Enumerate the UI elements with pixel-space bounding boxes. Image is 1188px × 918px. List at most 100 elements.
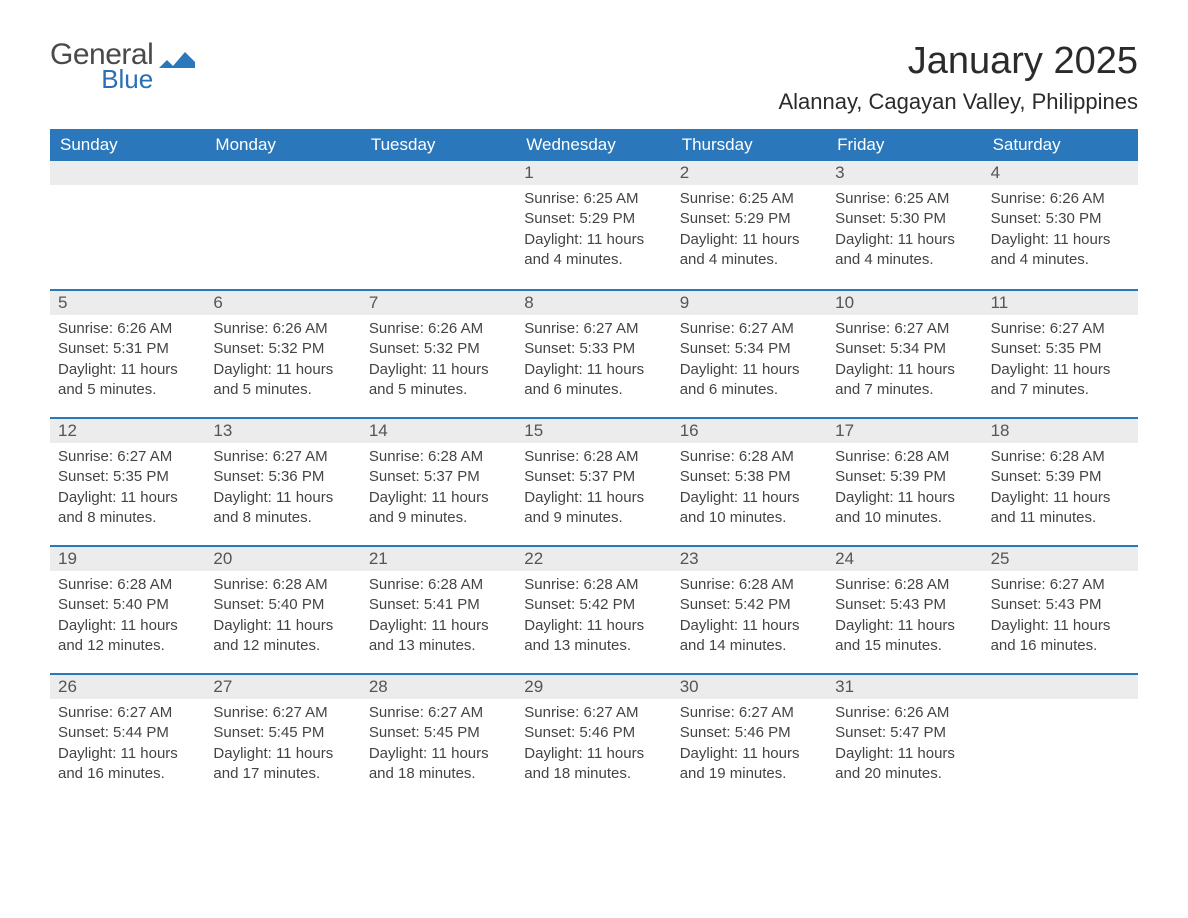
daylight-text: Daylight: 11 hours and 16 minutes. bbox=[991, 616, 1130, 657]
day-body: Sunrise: 6:26 AMSunset: 5:31 PMDaylight:… bbox=[50, 315, 205, 414]
day-cell-10: 10Sunrise: 6:27 AMSunset: 5:34 PMDayligh… bbox=[827, 291, 982, 417]
daylight-text: Daylight: 11 hours and 9 minutes. bbox=[369, 488, 508, 529]
day-number: 15 bbox=[516, 419, 671, 443]
sunrise-text: Sunrise: 6:28 AM bbox=[680, 447, 819, 467]
sunrise-text: Sunrise: 6:27 AM bbox=[835, 319, 974, 339]
sunset-text: Sunset: 5:30 PM bbox=[991, 209, 1130, 229]
daylight-text: Daylight: 11 hours and 5 minutes. bbox=[213, 360, 352, 401]
dow-monday: Monday bbox=[205, 129, 360, 161]
day-number: 6 bbox=[205, 291, 360, 315]
daylight-text: Daylight: 11 hours and 8 minutes. bbox=[213, 488, 352, 529]
day-number: 16 bbox=[672, 419, 827, 443]
day-cell-8: 8Sunrise: 6:27 AMSunset: 5:33 PMDaylight… bbox=[516, 291, 671, 417]
day-number: 20 bbox=[205, 547, 360, 571]
day-cell-empty bbox=[50, 161, 205, 289]
dow-thursday: Thursday bbox=[672, 129, 827, 161]
day-number: 24 bbox=[827, 547, 982, 571]
sunrise-text: Sunrise: 6:27 AM bbox=[58, 703, 197, 723]
day-number: 30 bbox=[672, 675, 827, 699]
week-row: 12Sunrise: 6:27 AMSunset: 5:35 PMDayligh… bbox=[50, 417, 1138, 545]
day-body: Sunrise: 6:27 AMSunset: 5:36 PMDaylight:… bbox=[205, 443, 360, 542]
title-block: January 2025 Alannay, Cagayan Valley, Ph… bbox=[778, 40, 1138, 115]
sunset-text: Sunset: 5:29 PM bbox=[524, 209, 663, 229]
day-body: Sunrise: 6:25 AMSunset: 5:29 PMDaylight:… bbox=[672, 185, 827, 284]
day-number: 11 bbox=[983, 291, 1138, 315]
sunset-text: Sunset: 5:36 PM bbox=[213, 467, 352, 487]
day-cell-15: 15Sunrise: 6:28 AMSunset: 5:37 PMDayligh… bbox=[516, 419, 671, 545]
daylight-text: Daylight: 11 hours and 19 minutes. bbox=[680, 744, 819, 785]
day-body: Sunrise: 6:25 AMSunset: 5:29 PMDaylight:… bbox=[516, 185, 671, 284]
daylight-text: Daylight: 11 hours and 5 minutes. bbox=[369, 360, 508, 401]
day-cell-29: 29Sunrise: 6:27 AMSunset: 5:46 PMDayligh… bbox=[516, 675, 671, 801]
brand-word-2: Blue bbox=[50, 66, 153, 92]
sunset-text: Sunset: 5:41 PM bbox=[369, 595, 508, 615]
sunrise-text: Sunrise: 6:26 AM bbox=[835, 703, 974, 723]
sunset-text: Sunset: 5:37 PM bbox=[524, 467, 663, 487]
daylight-text: Daylight: 11 hours and 20 minutes. bbox=[835, 744, 974, 785]
day-cell-11: 11Sunrise: 6:27 AMSunset: 5:35 PMDayligh… bbox=[983, 291, 1138, 417]
sunset-text: Sunset: 5:40 PM bbox=[58, 595, 197, 615]
day-body: Sunrise: 6:27 AMSunset: 5:33 PMDaylight:… bbox=[516, 315, 671, 414]
sunrise-text: Sunrise: 6:28 AM bbox=[369, 447, 508, 467]
sunrise-text: Sunrise: 6:27 AM bbox=[369, 703, 508, 723]
sunrise-text: Sunrise: 6:28 AM bbox=[835, 575, 974, 595]
day-cell-3: 3Sunrise: 6:25 AMSunset: 5:30 PMDaylight… bbox=[827, 161, 982, 289]
day-cell-13: 13Sunrise: 6:27 AMSunset: 5:36 PMDayligh… bbox=[205, 419, 360, 545]
sunset-text: Sunset: 5:39 PM bbox=[835, 467, 974, 487]
day-number: 21 bbox=[361, 547, 516, 571]
day-cell-14: 14Sunrise: 6:28 AMSunset: 5:37 PMDayligh… bbox=[361, 419, 516, 545]
week-row: 26Sunrise: 6:27 AMSunset: 5:44 PMDayligh… bbox=[50, 673, 1138, 801]
daylight-text: Daylight: 11 hours and 5 minutes. bbox=[58, 360, 197, 401]
day-number: 8 bbox=[516, 291, 671, 315]
day-number: 26 bbox=[50, 675, 205, 699]
day-number bbox=[50, 161, 205, 185]
sunset-text: Sunset: 5:32 PM bbox=[213, 339, 352, 359]
sunset-text: Sunset: 5:42 PM bbox=[524, 595, 663, 615]
page-header: General Blue January 2025 Alannay, Cagay… bbox=[50, 40, 1138, 115]
sunset-text: Sunset: 5:44 PM bbox=[58, 723, 197, 743]
day-body bbox=[50, 185, 205, 265]
day-cell-20: 20Sunrise: 6:28 AMSunset: 5:40 PMDayligh… bbox=[205, 547, 360, 673]
day-cell-9: 9Sunrise: 6:27 AMSunset: 5:34 PMDaylight… bbox=[672, 291, 827, 417]
day-number: 13 bbox=[205, 419, 360, 443]
sunset-text: Sunset: 5:32 PM bbox=[369, 339, 508, 359]
day-body: Sunrise: 6:28 AMSunset: 5:41 PMDaylight:… bbox=[361, 571, 516, 670]
day-cell-25: 25Sunrise: 6:27 AMSunset: 5:43 PMDayligh… bbox=[983, 547, 1138, 673]
day-number: 1 bbox=[516, 161, 671, 185]
day-body: Sunrise: 6:25 AMSunset: 5:30 PMDaylight:… bbox=[827, 185, 982, 284]
daylight-text: Daylight: 11 hours and 15 minutes. bbox=[835, 616, 974, 657]
day-cell-26: 26Sunrise: 6:27 AMSunset: 5:44 PMDayligh… bbox=[50, 675, 205, 801]
day-body: Sunrise: 6:26 AMSunset: 5:30 PMDaylight:… bbox=[983, 185, 1138, 284]
day-number: 5 bbox=[50, 291, 205, 315]
sunset-text: Sunset: 5:33 PM bbox=[524, 339, 663, 359]
sunset-text: Sunset: 5:39 PM bbox=[991, 467, 1130, 487]
day-body: Sunrise: 6:27 AMSunset: 5:34 PMDaylight:… bbox=[827, 315, 982, 414]
day-cell-22: 22Sunrise: 6:28 AMSunset: 5:42 PMDayligh… bbox=[516, 547, 671, 673]
daylight-text: Daylight: 11 hours and 18 minutes. bbox=[369, 744, 508, 785]
day-body: Sunrise: 6:28 AMSunset: 5:43 PMDaylight:… bbox=[827, 571, 982, 670]
sunset-text: Sunset: 5:30 PM bbox=[835, 209, 974, 229]
sunset-text: Sunset: 5:46 PM bbox=[524, 723, 663, 743]
day-body bbox=[361, 185, 516, 265]
sunrise-text: Sunrise: 6:28 AM bbox=[835, 447, 974, 467]
day-body: Sunrise: 6:28 AMSunset: 5:37 PMDaylight:… bbox=[516, 443, 671, 542]
sunset-text: Sunset: 5:38 PM bbox=[680, 467, 819, 487]
day-cell-1: 1Sunrise: 6:25 AMSunset: 5:29 PMDaylight… bbox=[516, 161, 671, 289]
day-body: Sunrise: 6:28 AMSunset: 5:42 PMDaylight:… bbox=[516, 571, 671, 670]
daylight-text: Daylight: 11 hours and 13 minutes. bbox=[524, 616, 663, 657]
day-body: Sunrise: 6:28 AMSunset: 5:39 PMDaylight:… bbox=[827, 443, 982, 542]
sunrise-text: Sunrise: 6:28 AM bbox=[58, 575, 197, 595]
daylight-text: Daylight: 11 hours and 14 minutes. bbox=[680, 616, 819, 657]
day-number: 27 bbox=[205, 675, 360, 699]
daylight-text: Daylight: 11 hours and 4 minutes. bbox=[991, 230, 1130, 271]
day-cell-17: 17Sunrise: 6:28 AMSunset: 5:39 PMDayligh… bbox=[827, 419, 982, 545]
day-cell-31: 31Sunrise: 6:26 AMSunset: 5:47 PMDayligh… bbox=[827, 675, 982, 801]
sunrise-text: Sunrise: 6:27 AM bbox=[991, 575, 1130, 595]
dow-tuesday: Tuesday bbox=[361, 129, 516, 161]
day-cell-24: 24Sunrise: 6:28 AMSunset: 5:43 PMDayligh… bbox=[827, 547, 982, 673]
daylight-text: Daylight: 11 hours and 4 minutes. bbox=[835, 230, 974, 271]
day-cell-16: 16Sunrise: 6:28 AMSunset: 5:38 PMDayligh… bbox=[672, 419, 827, 545]
day-body: Sunrise: 6:28 AMSunset: 5:42 PMDaylight:… bbox=[672, 571, 827, 670]
day-number: 31 bbox=[827, 675, 982, 699]
daylight-text: Daylight: 11 hours and 4 minutes. bbox=[524, 230, 663, 271]
